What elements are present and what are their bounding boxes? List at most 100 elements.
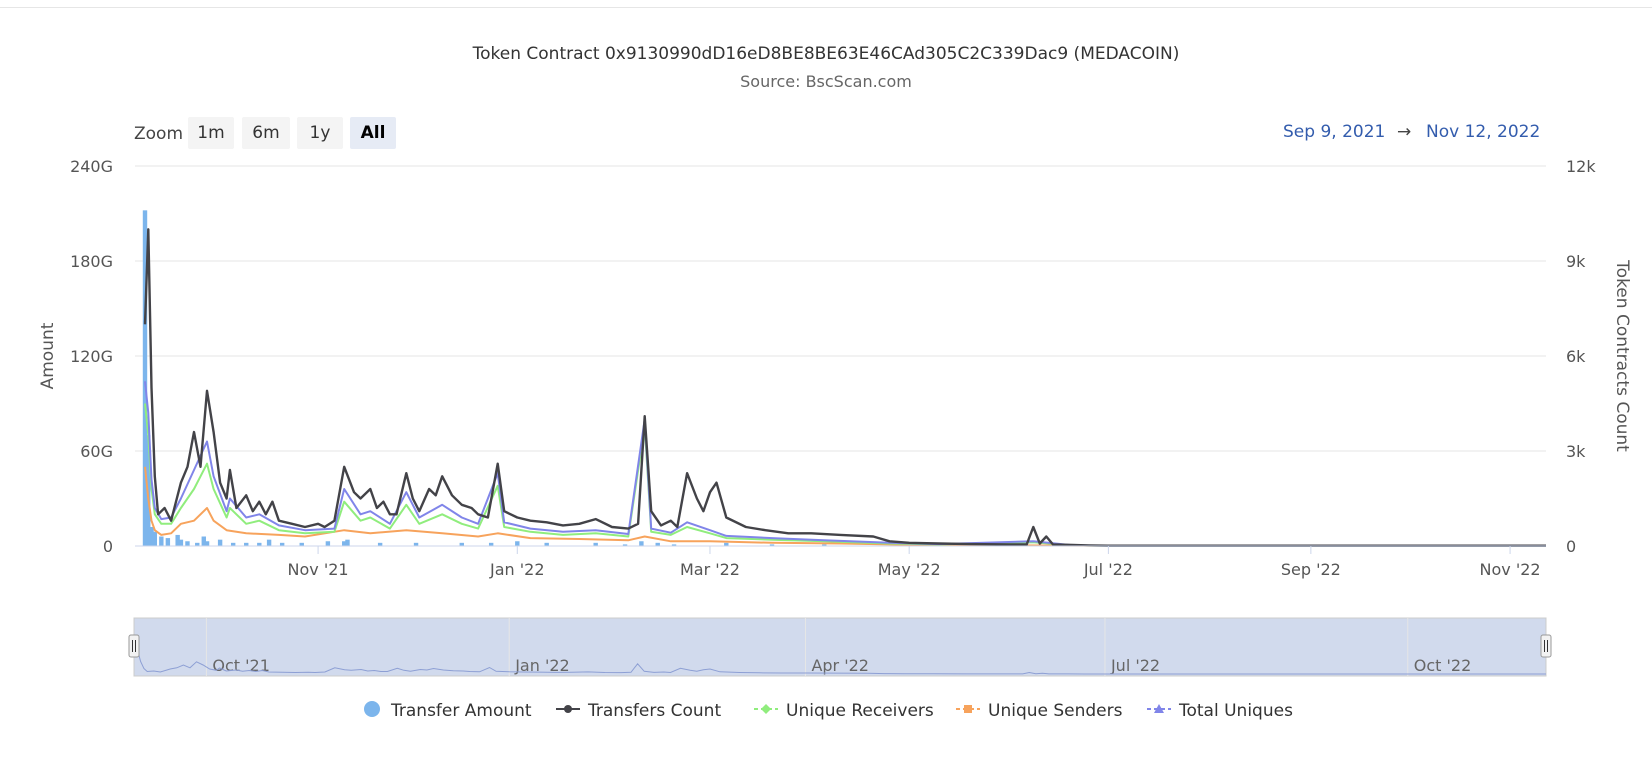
transfer-amount-bar (377, 542, 383, 546)
y-right-tick-label: 9k (1566, 252, 1586, 271)
transfer-amount-bar (149, 527, 154, 546)
legend-item-unique-senders[interactable]: Unique Senders (956, 701, 1123, 721)
navigator-tick-label: Jul '22 (1110, 656, 1160, 675)
range-from[interactable]: Sep 9, 2021 (1283, 122, 1386, 142)
transfer-amount-bar (655, 542, 660, 546)
transfer-amount-bar (217, 539, 223, 546)
transfer-amount-bar (266, 539, 272, 546)
x-tick-label: Nov '22 (1480, 560, 1541, 579)
transfer-amount-bar (152, 531, 157, 546)
grid-lines (135, 165, 1546, 452)
legend: Transfer Amount Transfers Count Unique Rec… (364, 701, 1293, 721)
navigator-tick-label: Apr '22 (811, 656, 869, 675)
navigator-handle-right[interactable] (1540, 634, 1552, 658)
y-left-axis-title: Amount (38, 322, 58, 389)
series-line-total-uniques (144, 381, 1547, 547)
legend-item-total-uniques[interactable]: Total Uniques (1147, 701, 1293, 721)
x-tick-label: Nov '21 (288, 560, 349, 579)
legend-label: Transfer Amount (390, 701, 532, 721)
y-left-tick-label: 60G (80, 442, 113, 461)
zoom-6m-button[interactable]: 6m (242, 117, 290, 149)
legend-marker-icon (964, 705, 972, 713)
navigator-tick-label: Jan '22 (514, 656, 570, 675)
navigator[interactable]: Oct '21 Jan '22 Apr '22 Jul '22 Oct '22 (128, 617, 1552, 677)
transfer-amount-bar (299, 542, 304, 546)
axes: 0 60G 120G 180G 240G 0 3k 6k 9k 12k Amount Token Co… (38, 157, 1632, 579)
legend-marker-icon (761, 704, 771, 714)
transfer-amount-bar (175, 534, 180, 546)
y-right-tick-label: 0 (1566, 537, 1576, 556)
transfer-amount-bar (769, 544, 775, 546)
x-tick-label: May '22 (878, 560, 941, 579)
x-tick-label: Mar '22 (680, 560, 740, 579)
legend-marker-icon (1154, 704, 1164, 713)
y-left-tick-label: 0 (103, 537, 113, 556)
y-right-tick-label: 6k (1566, 347, 1586, 366)
legend-label: Transfers Count (587, 701, 721, 721)
zoom-label: Zoom (134, 124, 184, 144)
transfer-amount-bar (413, 542, 419, 546)
series-line-unique-receivers (144, 403, 1547, 547)
transfer-amount-bar (142, 210, 148, 547)
series-line-unique-senders (144, 466, 1547, 547)
transfer-amount-bar (185, 541, 190, 546)
series-lines (143, 228, 1547, 547)
transfer-amount-bar (544, 542, 549, 546)
x-tick-label: Jan '22 (489, 560, 545, 579)
chart-subtitle: Source: BscScan.com (740, 72, 912, 91)
transfer-amount-bar (325, 541, 331, 546)
legend-label: Unique Senders (988, 701, 1123, 721)
navigator-tick-label: Oct '22 (1414, 656, 1472, 675)
y-right-axis-title: Token Contracts Count (1612, 259, 1632, 452)
transfer-amount-bar (345, 539, 350, 546)
range-arrow: → (1397, 122, 1412, 142)
transfer-amount-bar (622, 544, 628, 546)
navigator-series-line (133, 647, 1546, 675)
navigator-handle-left[interactable] (128, 634, 140, 658)
zoom-1m-button[interactable]: 1m (188, 117, 234, 149)
transfer-amount-bar (279, 542, 285, 546)
legend-label: Unique Receivers (786, 701, 934, 721)
y-left-tick-label: 240G (70, 157, 113, 176)
transfer-amount-bar (195, 542, 200, 546)
transfer-amount-bar (204, 541, 210, 546)
x-tick-label: Sep '22 (1281, 560, 1341, 579)
transfer-amount-bar (822, 544, 827, 546)
transfer-amount-bar (724, 542, 729, 546)
transfer-amount-bar (257, 542, 262, 546)
transfer-amount-bar (178, 539, 184, 546)
transfer-amount-bar (593, 542, 598, 546)
legend-item-unique-receivers[interactable]: Unique Receivers (754, 701, 934, 721)
x-tick-label: Jul '22 (1083, 560, 1133, 579)
transfer-amount-bar (165, 538, 171, 546)
legend-label: Total Uniques (1178, 701, 1293, 721)
transfer-amount-bar (244, 542, 249, 546)
navigator-tick-label: Oct '21 (212, 656, 270, 675)
transfer-amount-bar (488, 542, 494, 546)
transfer-amount-bar (230, 542, 236, 546)
y-left-tick-label: 120G (70, 347, 113, 366)
y-right-tick-label: 12k (1566, 157, 1596, 176)
chart-title: Token Contract 0x9130990dD16eD8BE8BE63E4… (472, 44, 1180, 64)
series-line-transfers-count (143, 228, 1546, 547)
transfer-amount-bar (671, 544, 677, 546)
legend-circle-icon (364, 701, 380, 717)
transfer-amount-bar (201, 536, 206, 546)
transfer-amount-bar (342, 541, 347, 546)
legend-item-transfers-count[interactable]: Transfers Count (556, 701, 721, 721)
legend-item-transfer-amount[interactable]: Transfer Amount (364, 701, 532, 721)
top-divider (0, 7, 1652, 8)
zoom-1y-button[interactable]: 1y (297, 117, 343, 149)
transfer-amount-bar (639, 541, 644, 546)
zoom-all-button[interactable]: All (350, 117, 396, 149)
legend-marker-icon (564, 705, 572, 713)
transfer-amount-bar (159, 536, 164, 546)
y-left-tick-label: 180G (70, 252, 113, 271)
transfer-amount-bar (459, 542, 464, 546)
navigator-mask[interactable] (133, 617, 1547, 677)
transfer-amount-bar (515, 541, 520, 546)
y-right-tick-label: 3k (1566, 442, 1586, 461)
range-to[interactable]: Nov 12, 2022 (1426, 122, 1541, 142)
